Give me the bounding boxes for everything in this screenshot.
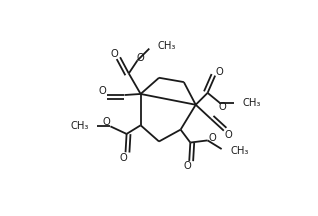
Text: O: O [216, 67, 223, 77]
Text: CH₃: CH₃ [230, 146, 249, 156]
Text: O: O [102, 117, 110, 127]
Text: O: O [137, 53, 144, 63]
Text: O: O [183, 161, 191, 171]
Text: O: O [99, 86, 107, 96]
Text: O: O [120, 153, 127, 163]
Text: O: O [111, 49, 119, 59]
Text: O: O [224, 130, 232, 140]
Text: O: O [208, 133, 216, 143]
Text: CH₃: CH₃ [242, 98, 260, 108]
Text: O: O [219, 102, 227, 112]
Text: CH₃: CH₃ [158, 41, 176, 51]
Text: CH₃: CH₃ [70, 121, 89, 131]
